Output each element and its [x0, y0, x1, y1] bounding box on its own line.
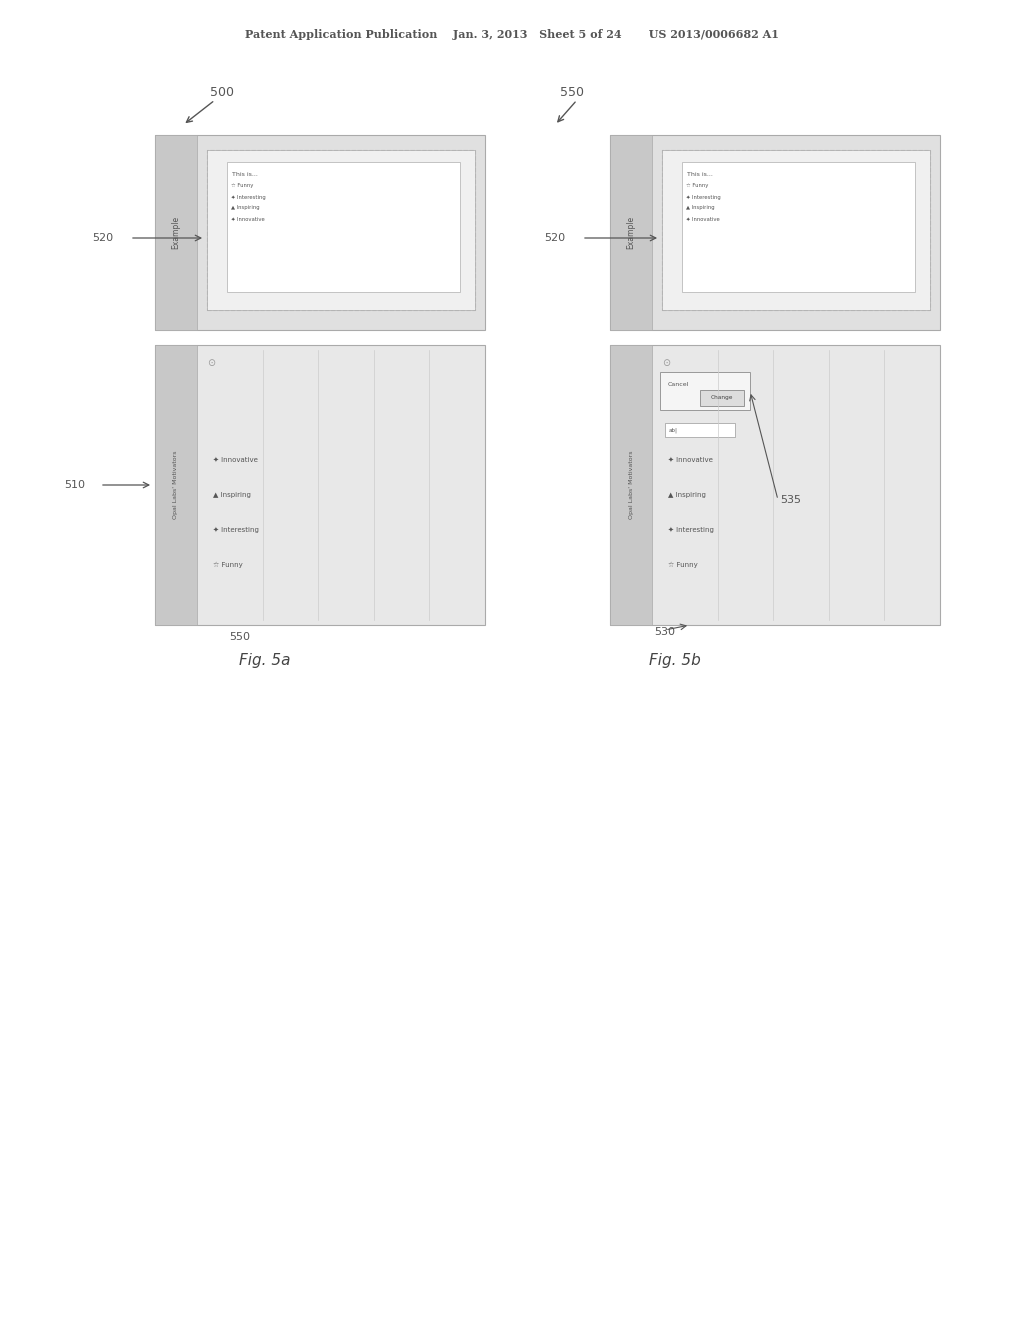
- FancyBboxPatch shape: [227, 162, 460, 292]
- Text: ✦ Innovative: ✦ Innovative: [686, 216, 720, 222]
- Text: Example: Example: [627, 216, 636, 249]
- Text: ☆ Funny: ☆ Funny: [231, 183, 253, 189]
- Text: ☆ Funny: ☆ Funny: [686, 183, 709, 189]
- Text: Patent Application Publication    Jan. 3, 2013   Sheet 5 of 24       US 2013/000: Patent Application Publication Jan. 3, 2…: [245, 29, 779, 41]
- Text: Opal Labs' Motivators: Opal Labs' Motivators: [629, 450, 634, 519]
- Text: ▲ Inspiring: ▲ Inspiring: [231, 206, 260, 210]
- Text: 520: 520: [544, 234, 565, 243]
- FancyBboxPatch shape: [207, 150, 475, 310]
- Text: ▲ Inspiring: ▲ Inspiring: [686, 206, 715, 210]
- Text: ab|: ab|: [669, 428, 678, 433]
- Text: Example: Example: [171, 216, 180, 249]
- FancyBboxPatch shape: [610, 345, 940, 624]
- FancyBboxPatch shape: [155, 345, 197, 624]
- Text: This is...: This is...: [687, 172, 713, 177]
- Text: 510: 510: [63, 480, 85, 490]
- Text: ✦ Interesting: ✦ Interesting: [686, 194, 721, 199]
- FancyBboxPatch shape: [660, 372, 750, 411]
- Text: This is...: This is...: [232, 172, 258, 177]
- Text: 520: 520: [92, 234, 113, 243]
- Text: Fig. 5b: Fig. 5b: [649, 652, 700, 668]
- Text: ⊙: ⊙: [207, 358, 215, 368]
- Text: ✦ Interesting: ✦ Interesting: [213, 527, 259, 533]
- FancyBboxPatch shape: [682, 162, 915, 292]
- FancyBboxPatch shape: [610, 345, 652, 624]
- Text: ✦ Interesting: ✦ Interesting: [231, 194, 266, 199]
- Text: ⊙: ⊙: [662, 358, 670, 368]
- Text: Opal Labs' Motivators: Opal Labs' Motivators: [173, 450, 178, 519]
- Text: ✦ Interesting: ✦ Interesting: [668, 527, 714, 533]
- Text: 550: 550: [229, 632, 251, 642]
- FancyBboxPatch shape: [700, 389, 744, 407]
- FancyBboxPatch shape: [610, 135, 940, 330]
- Text: ✦ Innovative: ✦ Innovative: [668, 457, 713, 463]
- Text: 550: 550: [560, 86, 584, 99]
- Text: 530: 530: [654, 627, 676, 638]
- Text: Change: Change: [711, 396, 733, 400]
- Text: Cancel: Cancel: [668, 381, 689, 387]
- Text: ☆ Funny: ☆ Funny: [213, 562, 243, 568]
- Text: 535: 535: [780, 495, 801, 506]
- Text: Fig. 5a: Fig. 5a: [240, 652, 291, 668]
- Text: ☆ Funny: ☆ Funny: [668, 562, 697, 568]
- FancyBboxPatch shape: [155, 345, 485, 624]
- Text: ▲ Inspiring: ▲ Inspiring: [213, 492, 251, 498]
- Text: ✦ Innovative: ✦ Innovative: [231, 216, 265, 222]
- Text: 500: 500: [210, 86, 234, 99]
- FancyBboxPatch shape: [662, 150, 930, 310]
- Text: ▲ Inspiring: ▲ Inspiring: [668, 492, 706, 498]
- FancyBboxPatch shape: [155, 135, 485, 330]
- FancyBboxPatch shape: [155, 135, 197, 330]
- Text: ✦ Innovative: ✦ Innovative: [213, 457, 258, 463]
- FancyBboxPatch shape: [610, 135, 652, 330]
- FancyBboxPatch shape: [665, 422, 735, 437]
